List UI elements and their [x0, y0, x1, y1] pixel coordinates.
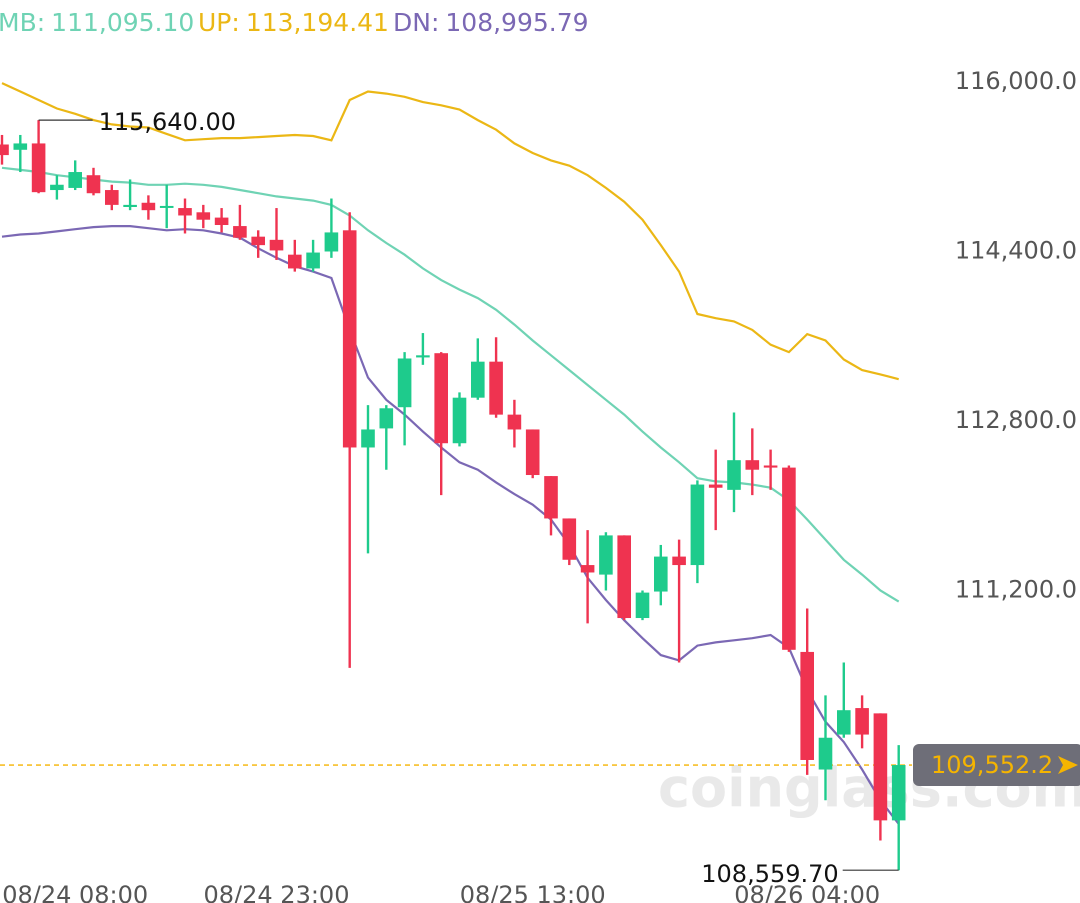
candle-body: [635, 592, 650, 619]
candle-body: [159, 205, 174, 208]
y-tick-label: 112,800.0: [955, 406, 1077, 434]
candle-body: [397, 358, 412, 408]
candle-body: [13, 143, 28, 150]
candle-body: [269, 239, 284, 251]
candle-body: [525, 429, 540, 476]
annotation-label: 108,559.70: [701, 860, 838, 888]
legend-item: DN108,995.79: [393, 8, 589, 37]
y-tick-label: 111,200.0: [955, 575, 1077, 603]
candle-body: [580, 565, 595, 573]
candle-body: [251, 236, 265, 246]
candle-body: [708, 484, 723, 488]
band-line: [1, 225, 900, 825]
legend-value: 108,995.79: [445, 8, 589, 37]
candle-body: [306, 252, 320, 269]
candle-body: [361, 429, 375, 448]
candle-body: [873, 713, 888, 821]
candle-body: [324, 232, 339, 252]
x-tick-label: 08/24 23:00: [204, 881, 350, 903]
candle-body: [489, 361, 503, 415]
price-tag-arrow: [1058, 756, 1078, 775]
candle-body: [617, 535, 631, 619]
legend-name: UP: [198, 8, 240, 37]
price-tag-label: 109,552.2: [931, 751, 1053, 779]
candle-body: [214, 217, 229, 226]
candle-body: [178, 208, 192, 216]
candle-body: [562, 518, 577, 560]
candle-body: [288, 254, 302, 269]
candle-body: [123, 204, 137, 207]
band-line: [1, 82, 899, 381]
candle-body: [416, 355, 430, 358]
candle-body: [727, 460, 741, 490]
legend-name: DN: [393, 8, 439, 37]
legend-item: MB111,095.10: [0, 8, 194, 37]
legend-item: UP113,194.41: [198, 8, 389, 37]
candle-body: [68, 172, 82, 188]
x-tick-label: 08/24 08:00: [2, 881, 148, 903]
candle-body: [452, 397, 467, 444]
candle-body: [782, 467, 796, 650]
candle-body: [342, 230, 357, 448]
candle-body: [654, 556, 668, 592]
x-tick-label: 08/25 13:00: [460, 881, 606, 903]
band-line: [1, 166, 900, 603]
legend-value: 113,194.41: [245, 8, 389, 37]
candle-body: [471, 361, 485, 398]
legend-value: 111,095.10: [51, 8, 195, 37]
candle-body: [763, 465, 778, 468]
candle-body: [86, 175, 101, 194]
candle-body: [599, 535, 613, 575]
candle-body: [434, 353, 448, 444]
candle-body: [196, 212, 211, 220]
annotation-label: 115,640.00: [99, 108, 236, 136]
candle-body: [105, 190, 119, 205]
candle-body: [800, 651, 814, 760]
candle-body: [690, 484, 705, 566]
candle-body: [0, 144, 9, 156]
candle-body: [544, 476, 558, 519]
candle-body: [31, 143, 46, 193]
candle-body: [507, 414, 522, 430]
y-tick-label: 116,000.0: [955, 67, 1077, 95]
candle-body: [50, 184, 64, 191]
price-tag: [913, 744, 1080, 787]
x-tick-label: 08/26 04:00: [734, 881, 880, 903]
candle-body: [141, 202, 156, 211]
candle-body: [891, 765, 906, 821]
y-tick-label: 114,400.0: [955, 236, 1077, 264]
candle-body: [379, 408, 394, 429]
candle-body: [837, 710, 851, 735]
candle-body: [672, 556, 686, 566]
candle-body: [745, 460, 760, 470]
candle-body: [818, 737, 833, 770]
candle-body: [233, 226, 247, 238]
legend-name: MB: [0, 8, 45, 37]
candle-body: [855, 708, 869, 735]
